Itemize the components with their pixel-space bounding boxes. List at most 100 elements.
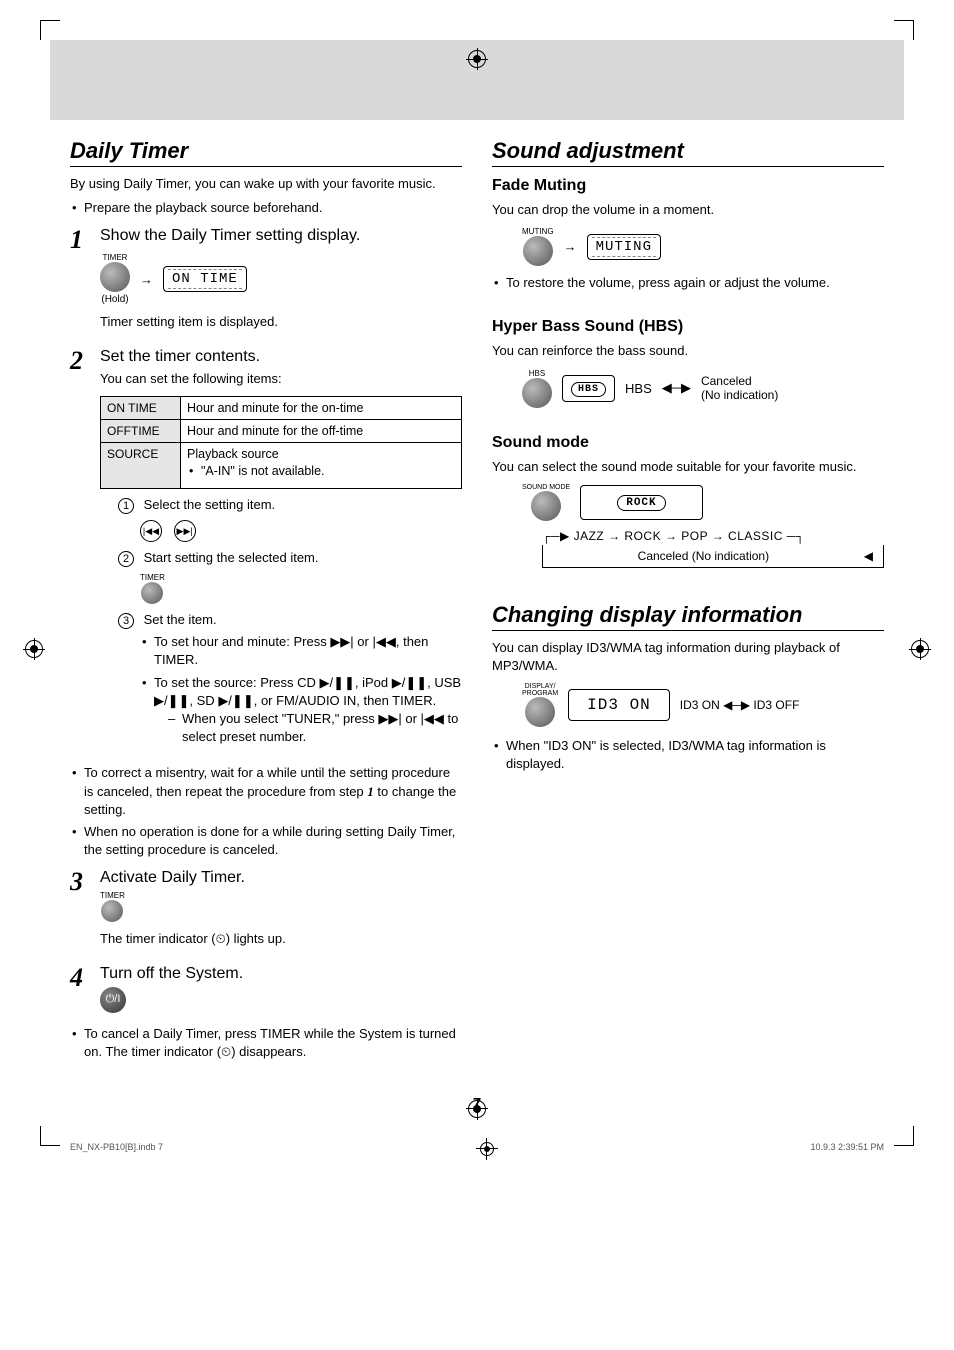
timer-indicator-icon: ⏲	[221, 1044, 231, 1059]
step2-note: You can set the following items:	[100, 370, 462, 388]
sound-mode-desc: You can select the sound mode suitable f…	[492, 458, 884, 476]
bidir-arrow-icon: ◀─▶	[662, 380, 691, 396]
step3-title: Activate Daily Timer.	[100, 869, 462, 887]
step-4: 4 Turn off the System. ⏻/I	[70, 965, 462, 1013]
fade-muting-heading: Fade Muting	[492, 177, 884, 195]
hbs-desc: You can reinforce the bass sound.	[492, 342, 884, 360]
flow-cancel-label: Canceled (No indication)	[638, 549, 769, 563]
timer-button-icon	[141, 582, 163, 604]
crop-mark	[40, 1126, 60, 1146]
hbs-text: HBS	[625, 381, 652, 396]
lcd-id3: ID3 ON	[568, 689, 670, 721]
left-column: Daily Timer By using Daily Timer, you ca…	[70, 138, 462, 1065]
display-button-icon	[525, 697, 555, 727]
table-row: OFFTIME Hour and minute for the off-time	[101, 419, 462, 442]
lcd-hbs: HBS	[562, 375, 615, 402]
muting-button-label: MUTING	[522, 227, 554, 236]
fade-muting-desc: You can drop the volume in a moment.	[492, 201, 884, 219]
sound-mode-button-icon	[531, 491, 561, 521]
step-number: 4	[70, 965, 92, 991]
table-key: SOURCE	[101, 442, 181, 489]
sound-mode-button-label: SOUND MODE	[522, 484, 570, 491]
step4-title: Turn off the System.	[100, 965, 462, 983]
id3-toggle-text: ID3 ON ◀─▶ ID3 OFF	[680, 698, 800, 712]
hbs-bubble: HBS	[571, 382, 606, 397]
sound-mode-flow: ┌─▶ JAZZ → ROCK → POP → CLASSIC ─┐ Cance…	[542, 529, 884, 568]
circled-number: 1	[118, 498, 134, 514]
table-key: ON TIME	[101, 396, 181, 419]
timer-button-label: TIMER	[140, 573, 165, 582]
muting-button-icon	[523, 236, 553, 266]
arrow-icon: →	[564, 239, 577, 254]
source-val: Playback source	[187, 447, 279, 461]
step-number: 3	[70, 869, 92, 895]
display-info-heading: Changing display information	[492, 602, 884, 631]
timer-button-label: TIMER	[103, 253, 128, 262]
left-arrow-icon: ◀	[864, 549, 873, 563]
right-column: Sound adjustment Fade Muting You can dro…	[492, 138, 884, 1065]
restore-volume-bullet: To restore the volume, press again or ad…	[492, 274, 884, 292]
display-info-desc: You can display ID3/WMA tag information …	[492, 639, 884, 675]
registration-mark	[468, 50, 486, 68]
daily-timer-heading: Daily Timer	[70, 138, 462, 167]
rock-bubble: ROCK	[617, 495, 665, 511]
sound-mode-heading: Sound mode	[492, 434, 884, 452]
daily-timer-intro: By using Daily Timer, you can wake up wi…	[70, 175, 462, 193]
crop-mark	[40, 20, 60, 40]
footer-date: 10.9.3 2:39:51 PM	[810, 1142, 884, 1156]
table-val: Playback source "A-IN" is not available.	[181, 442, 462, 489]
table-val: Hour and minute for the on-time	[181, 396, 462, 419]
lcd-sound-mode: ROCK	[580, 485, 702, 520]
step3-note: The timer indicator (⏲) lights up.	[100, 930, 462, 948]
cancel-timer-bullet: To cancel a Daily Timer, press TIMER whi…	[70, 1025, 462, 1061]
misentry-bullet: To correct a misentry, wait for a while …	[70, 764, 462, 819]
step1-note: Timer setting item is displayed.	[100, 313, 462, 331]
source-note: "A-IN" is not available.	[187, 463, 455, 481]
table-row: SOURCE Playback source "A-IN" is not ava…	[101, 442, 462, 489]
registration-mark	[468, 1100, 486, 1118]
circled-number: 3	[118, 613, 134, 629]
table-row: ON TIME Hour and minute for the on-time	[101, 396, 462, 419]
step-3: 3 Activate Daily Timer. TIMER The timer …	[70, 869, 462, 954]
ffwd-button-icon: ▶▶|	[174, 520, 196, 542]
arrow-icon: →	[140, 272, 153, 287]
registration-mark-icon	[480, 1142, 494, 1156]
registration-mark	[25, 640, 43, 658]
hold-label: (Hold)	[101, 294, 128, 305]
lcd-muting: MUTING	[587, 234, 661, 260]
step-number: 2	[70, 348, 92, 374]
timer-indicator-icon: ⏲	[216, 931, 226, 946]
hbs-button-icon	[522, 378, 552, 408]
table-key: OFFTIME	[101, 419, 181, 442]
step1-title: Show the Daily Timer setting display.	[100, 227, 462, 245]
timer-items-table: ON TIME Hour and minute for the on-time …	[100, 396, 462, 490]
footer: EN_NX-PB10[B].indb 7 10.9.3 2:39:51 PM	[50, 1142, 904, 1156]
hbs-canceled: Canceled (No indication)	[701, 374, 778, 403]
set-hour-bullet: To set hour and minute: Press ▶▶| or |◀◀…	[140, 633, 462, 669]
step2-title: Set the timer contents.	[100, 348, 462, 366]
substep3-text: Set the item.	[144, 612, 217, 627]
substep-3: 3 Set the item. To set hour and minute: …	[118, 612, 462, 746]
substep1-text: Select the setting item.	[144, 497, 276, 512]
tuner-note: When you select "TUNER," press ▶▶| or |◀…	[168, 710, 462, 746]
step-1: 1 Show the Daily Timer setting display. …	[70, 227, 462, 337]
id3-note-bullet: When "ID3 ON" is selected, ID3/WMA tag i…	[492, 737, 884, 773]
content-area: Daily Timer By using Daily Timer, you ca…	[50, 138, 904, 1065]
set-source-bullet: To set the source: Press CD ▶/❚❚, iPod ▶…	[140, 674, 462, 747]
substep-2: 2 Start setting the selected item. TIMER	[118, 550, 462, 604]
timer-button-icon	[100, 262, 130, 292]
display-button-label: DISPLAY/ PROGRAM	[522, 683, 558, 697]
substep2-text: Start setting the selected item.	[144, 550, 319, 565]
circled-number: 2	[118, 551, 134, 567]
hbs-heading: Hyper Bass Sound (HBS)	[492, 318, 884, 336]
crop-mark	[894, 1126, 914, 1146]
footer-file: EN_NX-PB10[B].indb 7	[70, 1142, 163, 1156]
step-number: 1	[70, 227, 92, 253]
substep-1: 1 Select the setting item. |◀◀ ▶▶|	[118, 497, 462, 542]
rew-button-icon: |◀◀	[140, 520, 162, 542]
prep-bullet: Prepare the playback source beforehand.	[70, 199, 462, 217]
timer-button-icon	[101, 900, 123, 922]
table-val: Hour and minute for the off-time	[181, 419, 462, 442]
no-op-bullet: When no operation is done for a while du…	[70, 823, 462, 859]
timer-button-label: TIMER	[100, 891, 125, 900]
